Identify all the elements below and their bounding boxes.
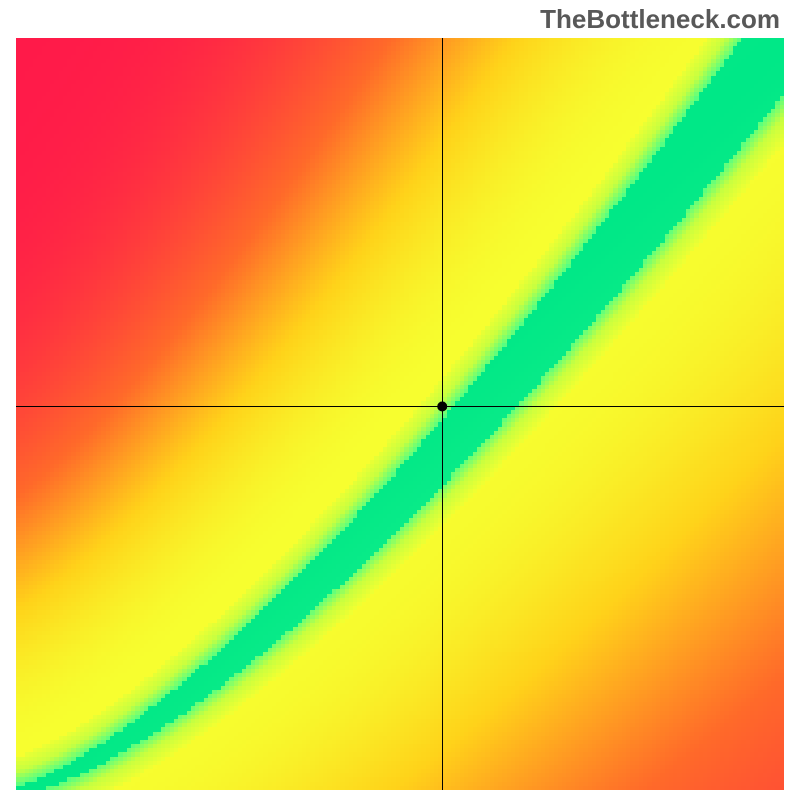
watermark-text: TheBottleneck.com [540,4,780,35]
heatmap-canvas [16,38,784,790]
bottleneck-chart-page: { "watermark": { "text": "TheBottleneck.… [0,0,800,800]
heatmap-plot [16,38,784,790]
